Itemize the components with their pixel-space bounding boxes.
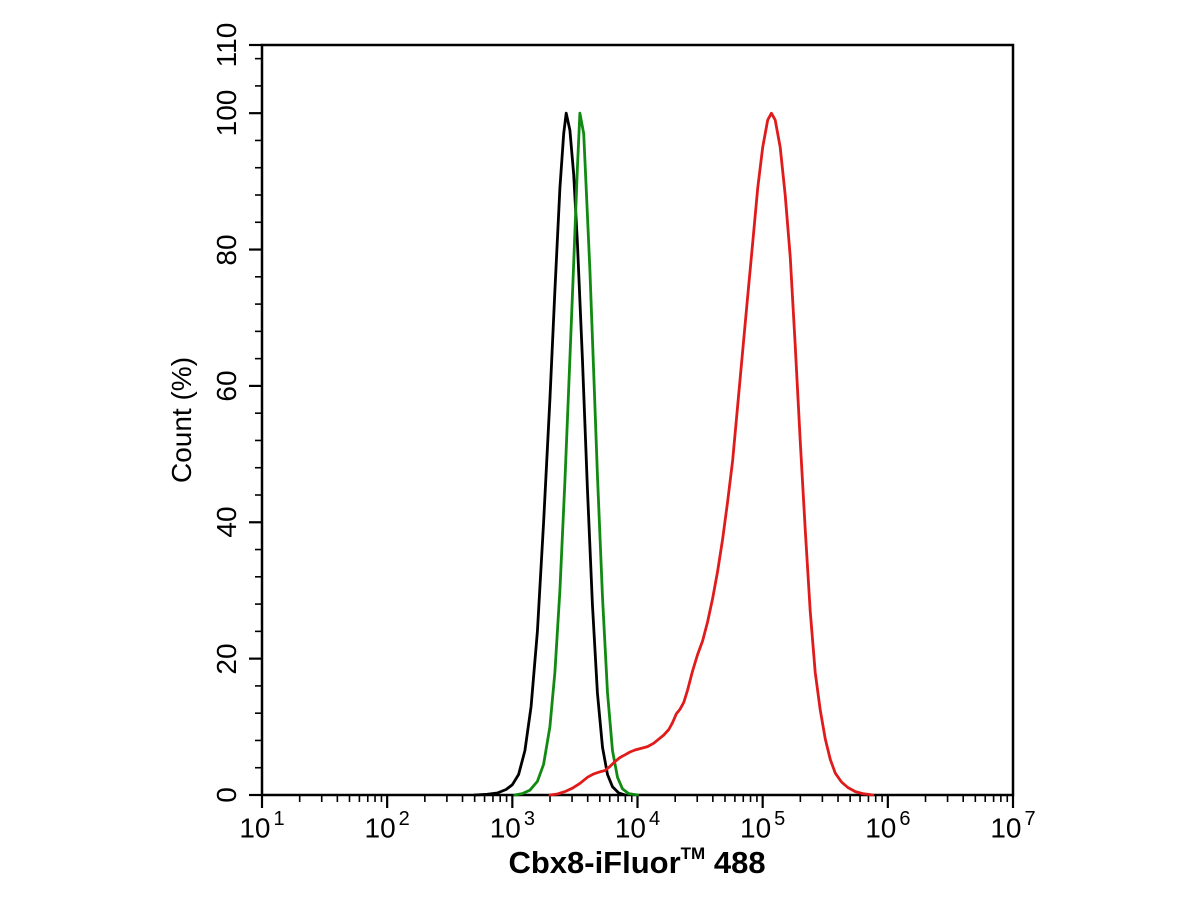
plot-frame: [260, 43, 1015, 797]
red-sample-curve: [548, 111, 875, 797]
black-control-curve: [473, 111, 627, 797]
green-control-curve: [513, 111, 639, 797]
